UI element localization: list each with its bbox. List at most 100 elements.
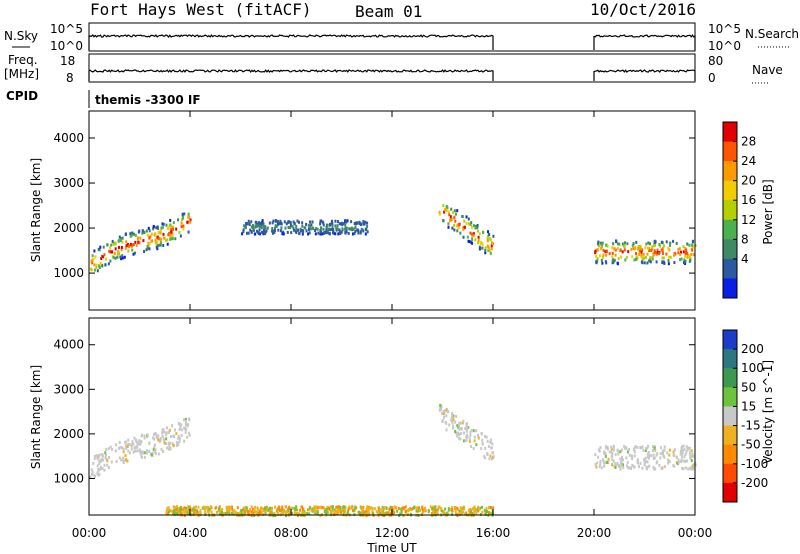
echo-cell bbox=[287, 507, 290, 511]
range-tick-label: 2000 bbox=[53, 427, 84, 441]
echo-cell bbox=[179, 509, 182, 513]
echo-cell bbox=[348, 505, 351, 509]
echo-cell bbox=[297, 220, 300, 224]
echo-cell bbox=[650, 454, 653, 458]
echo-cell bbox=[289, 226, 292, 230]
echo-cell bbox=[308, 228, 311, 232]
echo-cell bbox=[691, 452, 694, 456]
echo-cell bbox=[262, 232, 265, 236]
nsky-trace bbox=[88, 34, 696, 50]
echo-cell bbox=[617, 463, 620, 467]
echo-cell bbox=[389, 512, 392, 516]
echo-cell bbox=[252, 511, 255, 515]
echo-cell bbox=[148, 236, 151, 240]
echo-cell bbox=[265, 229, 268, 233]
echo-cell bbox=[311, 220, 314, 224]
echo-cell bbox=[251, 507, 254, 511]
echo-cell bbox=[645, 242, 648, 246]
echo-cell bbox=[119, 445, 122, 449]
echo-cell bbox=[204, 510, 207, 514]
echo-cell bbox=[690, 459, 693, 463]
echo-cell bbox=[431, 507, 434, 511]
echo-cell bbox=[159, 237, 162, 241]
echo-cell bbox=[226, 508, 229, 512]
echo-cell bbox=[470, 221, 473, 225]
echo-cell bbox=[133, 446, 136, 450]
echo-cell bbox=[326, 231, 329, 235]
echo-cell bbox=[337, 232, 340, 236]
echo-cell bbox=[159, 231, 162, 235]
echo-cell bbox=[444, 420, 447, 424]
echo-cell bbox=[131, 243, 134, 247]
echo-cell bbox=[175, 440, 178, 444]
echo-cell bbox=[488, 457, 491, 461]
echo-cell bbox=[466, 426, 469, 430]
echo-cell bbox=[101, 467, 104, 471]
echo-cell bbox=[202, 505, 205, 509]
echo-cell bbox=[352, 227, 355, 231]
nsky-label: N.Sky bbox=[4, 29, 38, 43]
echo-cell bbox=[161, 222, 164, 226]
echo-cell bbox=[601, 255, 604, 259]
echo-cell bbox=[682, 245, 685, 249]
echo-cell bbox=[659, 244, 662, 248]
echo-cell bbox=[156, 240, 159, 244]
echo-cell bbox=[385, 506, 388, 510]
echo-cell bbox=[262, 224, 265, 228]
echo-cell bbox=[646, 455, 649, 459]
echo-cell bbox=[253, 509, 256, 513]
echo-cell bbox=[180, 423, 183, 427]
echo-cell bbox=[169, 508, 172, 512]
echo-cell bbox=[321, 506, 324, 510]
echo-cell bbox=[472, 224, 475, 228]
echo-cell bbox=[187, 215, 190, 219]
echo-cell bbox=[630, 454, 633, 458]
echo-cell bbox=[451, 421, 454, 425]
echo-cell bbox=[468, 439, 471, 443]
echo-cell bbox=[637, 465, 640, 469]
echo-cell bbox=[647, 451, 650, 455]
echo-cell bbox=[148, 229, 151, 233]
echo-cell bbox=[190, 512, 193, 516]
echo-cell bbox=[166, 242, 169, 246]
freq-label-line2: [MHz] bbox=[4, 67, 39, 81]
echo-cell bbox=[117, 249, 120, 253]
echo-cell bbox=[419, 508, 422, 512]
echo-cell bbox=[185, 427, 188, 431]
echo-cell bbox=[346, 219, 349, 223]
echo-cell bbox=[183, 439, 186, 443]
echo-cell bbox=[273, 511, 276, 515]
echo-cell bbox=[663, 455, 666, 459]
range-tick-label: 1000 bbox=[53, 471, 84, 485]
echo-cell bbox=[168, 224, 171, 228]
echo-cell bbox=[118, 440, 121, 444]
echo-cell bbox=[120, 239, 123, 243]
echo-cell bbox=[450, 418, 453, 422]
echo-cell bbox=[457, 226, 460, 230]
echo-cell bbox=[621, 250, 624, 254]
echo-cell bbox=[287, 226, 290, 230]
echo-cell bbox=[189, 218, 192, 222]
echo-cell bbox=[148, 442, 151, 446]
echo-cell bbox=[682, 261, 685, 265]
echo-cell bbox=[243, 509, 246, 513]
echo-cell bbox=[446, 206, 449, 210]
echo-cell bbox=[268, 221, 271, 225]
freq-panel bbox=[88, 53, 696, 83]
echo-cell bbox=[247, 231, 250, 235]
echo-cell bbox=[162, 450, 165, 454]
echo-cell bbox=[471, 232, 474, 236]
echo-cell bbox=[152, 227, 155, 231]
echo-cell bbox=[639, 247, 642, 251]
echo-cell bbox=[633, 450, 636, 454]
echo-cell bbox=[439, 407, 442, 411]
echo-cell bbox=[397, 506, 400, 510]
nsearch-tick-bottom: 10^0 bbox=[708, 39, 741, 53]
echo-cell bbox=[460, 426, 463, 430]
echo-cell bbox=[597, 455, 600, 459]
echo-cell bbox=[276, 510, 279, 514]
echo-cell bbox=[93, 454, 96, 458]
echo-cell bbox=[167, 226, 170, 230]
echo-cell bbox=[184, 419, 187, 423]
echo-cell bbox=[634, 445, 637, 449]
